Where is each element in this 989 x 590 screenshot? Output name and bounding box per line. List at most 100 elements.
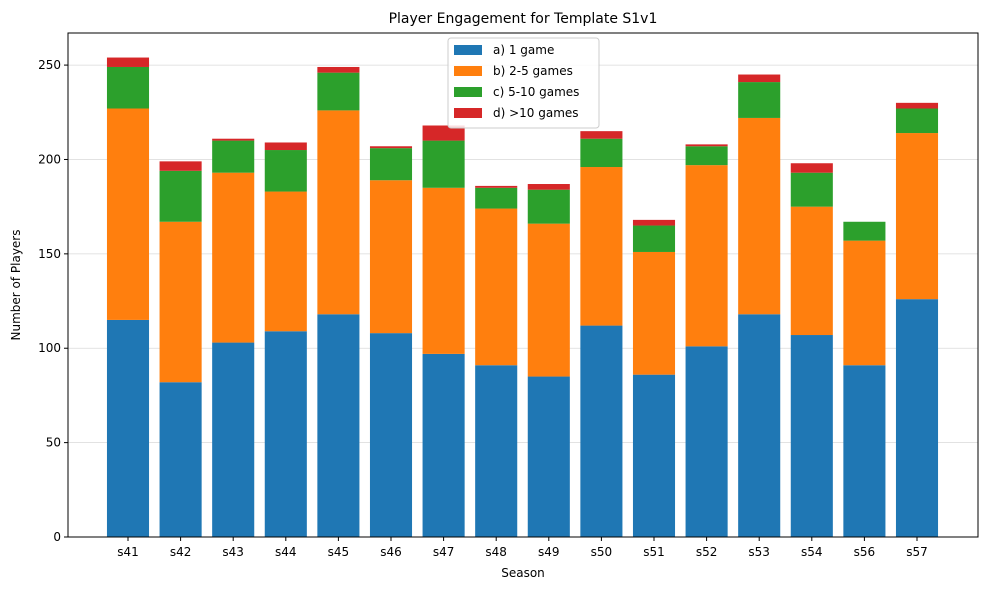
legend: a) 1 game b) 2-5 games c) 5-10 games d) >10… — [447, 37, 600, 129]
bar-segment-s50-4 — [580, 131, 623, 139]
bar-segment-s52-2 — [685, 165, 728, 347]
chart-title: Player Engagement for Template S1v1 — [389, 11, 658, 27]
bar-segment-s48-4 — [475, 185, 518, 188]
bar-segment-s47-1 — [422, 353, 465, 537]
y-tick-label: 250 — [38, 58, 61, 72]
bar-segment-s54-2 — [790, 206, 833, 336]
bar-segment-s49-1 — [527, 376, 570, 537]
bar-segment-s44-1 — [264, 331, 307, 537]
bar-segment-s45-4 — [317, 66, 360, 73]
bar-segment-s43-2 — [212, 172, 255, 343]
bar-segment-s50-2 — [580, 167, 623, 326]
bar-segment-s53-1 — [738, 314, 781, 537]
bar-segment-s52-3 — [685, 146, 728, 166]
x-tick-label: s53 — [748, 545, 770, 559]
legend-box — [447, 37, 600, 129]
bar-segment-s43-3 — [212, 140, 255, 173]
bar-segment-s51-2 — [632, 251, 676, 375]
y-tick-label: 200 — [38, 152, 61, 166]
bar-segment-s43-1 — [212, 342, 255, 537]
bar-segment-s56-2 — [843, 240, 886, 366]
bar-segment-s47-3 — [422, 140, 465, 188]
bar-segment-s53-3 — [738, 82, 781, 118]
bar-segment-s45-1 — [317, 314, 360, 537]
bar-segment-s41-3 — [106, 66, 150, 109]
bar-segment-s56-3 — [843, 221, 886, 241]
bar-segment-s57-4 — [895, 102, 939, 109]
x-tick-label: s41 — [117, 545, 139, 559]
x-tick-label: s51 — [643, 545, 665, 559]
x-tick-label: s52 — [696, 545, 718, 559]
y-tick-label: 50 — [46, 436, 61, 450]
bar-segment-s42-1 — [159, 382, 202, 537]
legend-swatch — [454, 108, 482, 118]
bar-segment-s41-4 — [106, 57, 150, 67]
bar-segment-s44-4 — [264, 142, 307, 151]
bar-segment-s54-1 — [790, 335, 833, 537]
legend-swatch — [454, 45, 482, 55]
bar-segment-s48-1 — [475, 365, 518, 537]
bar-segment-s45-3 — [317, 72, 360, 111]
bar-segment-s46-2 — [369, 180, 413, 334]
bar-segment-s47-4 — [422, 125, 465, 141]
y-tick-label: 150 — [38, 247, 61, 261]
bar-segment-s51-4 — [632, 219, 676, 226]
bar-segment-s44-3 — [264, 150, 307, 192]
legend-swatch — [454, 66, 482, 76]
bar-segment-s49-3 — [527, 189, 570, 224]
bar-segment-s46-4 — [369, 146, 413, 149]
bar-segment-s41-1 — [106, 319, 150, 537]
bar-segment-s49-4 — [527, 184, 570, 190]
bar-segment-s54-4 — [790, 163, 833, 173]
bar-segment-s57-1 — [895, 299, 939, 537]
x-axis-ticks: s41 s42 s43 s44 s45 s46 s47 s48 s49 s50 s51 s52 s53 s… — [117, 537, 928, 559]
bar-segment-s42-2 — [159, 221, 202, 383]
x-tick-label: s57 — [906, 545, 928, 559]
bar-segment-s50-3 — [580, 138, 623, 168]
y-tick-label: 0 — [53, 530, 61, 544]
bar-segment-s41-2 — [106, 108, 150, 320]
bar-segment-s53-4 — [738, 74, 781, 83]
bar-segment-s45-2 — [317, 110, 360, 315]
x-axis-label: Season — [501, 566, 545, 580]
legend-entry: a) 1 game — [493, 43, 554, 57]
bar-segment-s42-3 — [159, 170, 202, 222]
bar-segment-s51-1 — [632, 374, 676, 537]
bar-segment-s44-2 — [264, 191, 307, 332]
y-axis-ticks: 0 50 100 150 200 250 — [38, 58, 68, 544]
bar-segment-s49-2 — [527, 223, 570, 377]
x-tick-label: s50 — [591, 545, 613, 559]
bar-segment-s46-3 — [369, 148, 413, 181]
bar-segment-s43-4 — [212, 138, 255, 141]
x-tick-label: s49 — [538, 545, 560, 559]
bar-segment-s57-2 — [895, 133, 939, 300]
x-tick-label: s47 — [433, 545, 455, 559]
bar-segment-s48-2 — [475, 208, 518, 366]
x-tick-label: s56 — [854, 545, 876, 559]
legend-entry: c) 5-10 games — [493, 85, 579, 99]
bar-segment-s47-2 — [422, 187, 465, 354]
bar-segment-s46-1 — [369, 333, 413, 537]
legend-entry: d) >10 games — [493, 106, 579, 120]
x-tick-label: s45 — [328, 545, 350, 559]
x-tick-label: s42 — [170, 545, 192, 559]
bar-segment-s50-1 — [580, 325, 623, 537]
bar-segment-s56-1 — [843, 365, 886, 537]
x-tick-label: s43 — [222, 545, 244, 559]
bar-segment-s52-4 — [685, 144, 728, 147]
bar-segment-s42-4 — [159, 161, 202, 171]
bar-segment-s53-2 — [738, 117, 781, 315]
bars — [106, 57, 939, 537]
legend-swatch — [454, 87, 482, 97]
bar-segment-s52-1 — [685, 346, 728, 537]
y-axis-label: Number of Players — [9, 230, 23, 341]
bar-segment-s51-3 — [632, 225, 676, 252]
x-tick-label: s46 — [380, 545, 402, 559]
x-tick-label: s48 — [485, 545, 507, 559]
x-tick-label: s44 — [275, 545, 297, 559]
y-tick-label: 100 — [38, 341, 61, 355]
bar-segment-s48-3 — [475, 187, 518, 209]
bar-segment-s57-3 — [895, 108, 939, 134]
